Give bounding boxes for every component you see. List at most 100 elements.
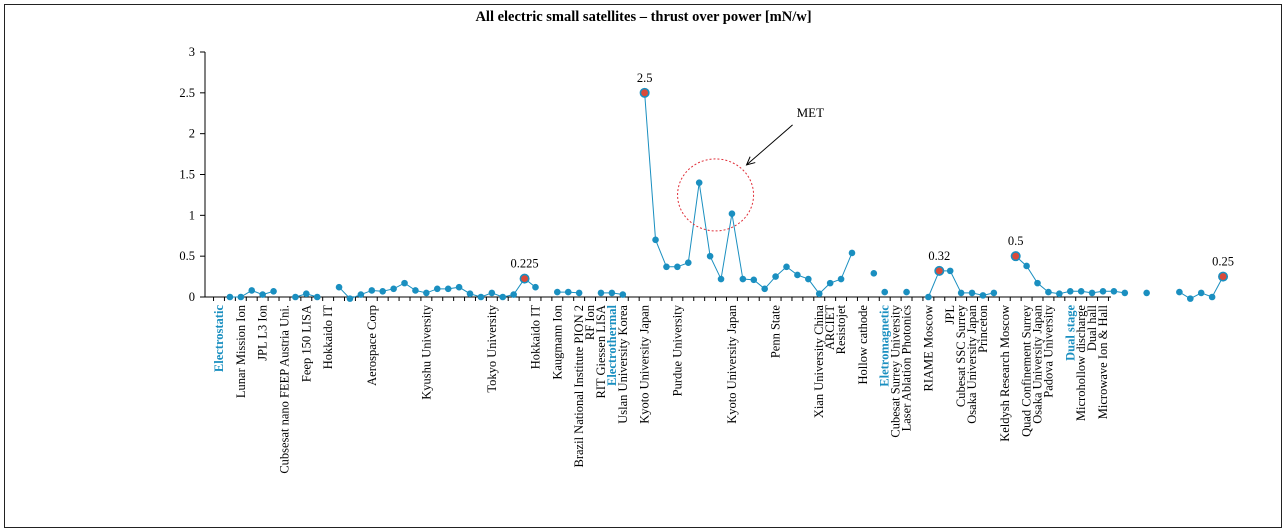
data-point bbox=[455, 283, 463, 291]
data-point bbox=[761, 285, 768, 293]
data-point bbox=[706, 252, 714, 260]
data-point bbox=[1187, 295, 1194, 302]
data-point bbox=[226, 293, 234, 301]
x-category-label: Purdue University bbox=[670, 304, 684, 396]
highlight-point bbox=[934, 265, 945, 276]
x-category-label: Microwave Ion & Hall bbox=[1096, 304, 1110, 419]
x-category-label: Resistojet bbox=[834, 304, 848, 354]
data-point bbox=[794, 271, 801, 279]
met-arrow-head bbox=[745, 156, 756, 166]
highlight-point bbox=[639, 87, 650, 98]
chart-border bbox=[4, 4, 1282, 528]
x-category-label: Padova University bbox=[1041, 304, 1055, 397]
data-point bbox=[1077, 287, 1085, 295]
x-category-label: Hokkaido IT bbox=[528, 305, 542, 370]
data-point bbox=[805, 275, 812, 283]
data-point bbox=[237, 293, 245, 301]
data-point bbox=[881, 288, 889, 296]
data-point bbox=[499, 293, 507, 301]
data-point bbox=[401, 279, 408, 287]
data-point bbox=[652, 236, 659, 244]
x-category-label: Kyoto University Japan bbox=[725, 304, 739, 423]
highlight-point bbox=[1010, 251, 1021, 262]
data-point bbox=[848, 249, 856, 257]
x-category-label: Penn State bbox=[769, 305, 783, 359]
data-point bbox=[728, 210, 736, 217]
x-group-label: Electrothermal bbox=[605, 304, 619, 386]
data-point bbox=[1121, 289, 1129, 297]
x-category-label: RIAME Moscow bbox=[921, 305, 935, 391]
data-point bbox=[968, 289, 976, 297]
x-category-label: JPL L3 Ion bbox=[256, 304, 270, 361]
data-point bbox=[1056, 290, 1063, 298]
x-category-label: Quad Confinement Surrey bbox=[1020, 304, 1034, 437]
x-category-label: Aerospace Corp bbox=[365, 305, 379, 386]
data-point bbox=[837, 275, 845, 283]
data-point bbox=[990, 289, 998, 297]
data-label: 0.25 bbox=[1212, 255, 1234, 269]
data-point bbox=[717, 275, 725, 283]
data-point bbox=[248, 287, 256, 294]
y-tick-label: 2 bbox=[189, 127, 195, 141]
data-point bbox=[1208, 293, 1216, 301]
data-point bbox=[532, 283, 539, 291]
data-point bbox=[433, 285, 441, 293]
highlight-point bbox=[1218, 271, 1229, 282]
data-point bbox=[270, 287, 277, 295]
data-point bbox=[466, 290, 474, 298]
data-point bbox=[608, 289, 616, 297]
x-group-label: Eletromagnetic bbox=[878, 305, 892, 387]
x-category-label: Microhollow discharge bbox=[1074, 305, 1088, 422]
x-category-label: Kyoto University Japan bbox=[638, 304, 652, 423]
x-category-label: RIT Giessen LISA bbox=[594, 305, 608, 399]
data-point bbox=[335, 283, 343, 291]
data-point bbox=[957, 289, 965, 297]
data-point bbox=[575, 289, 583, 297]
data-point bbox=[1066, 287, 1074, 295]
x-category-label: Osaka University Japan bbox=[1031, 304, 1045, 423]
data-point bbox=[750, 276, 758, 284]
y-tick-label: 2.5 bbox=[179, 86, 195, 100]
data-point bbox=[1110, 287, 1118, 295]
x-category-label: Kyushu University bbox=[419, 304, 433, 400]
data-point bbox=[1088, 289, 1096, 297]
x-category-label: Laser Ablation Photonics bbox=[900, 305, 914, 432]
data-point bbox=[815, 290, 823, 298]
data-point bbox=[1023, 262, 1030, 270]
data-label: 0.5 bbox=[1008, 234, 1024, 248]
x-category-label: Cubsesat nano FEEP Austria Uni. bbox=[277, 305, 291, 474]
data-point bbox=[739, 275, 747, 283]
data-point bbox=[826, 279, 834, 287]
x-group-label: Dual stage bbox=[1063, 305, 1077, 361]
x-category-label: Uslan University Korea bbox=[616, 305, 630, 424]
data-point bbox=[368, 287, 376, 294]
x-category-label: Hollow cathode bbox=[856, 305, 870, 385]
data-point bbox=[510, 291, 517, 298]
x-group-label: Electrostatic bbox=[212, 305, 226, 373]
data-point bbox=[870, 270, 878, 277]
data-point bbox=[1045, 288, 1052, 296]
x-category-label: Dual hall bbox=[1085, 304, 1099, 351]
data-point bbox=[554, 288, 561, 296]
data-point bbox=[1176, 288, 1183, 296]
data-point bbox=[597, 289, 605, 297]
chart-title: All electric small satellites – thrust o… bbox=[475, 9, 812, 25]
data-point bbox=[423, 289, 430, 297]
x-category-label: Osaka University Japan bbox=[965, 304, 979, 423]
data-point bbox=[444, 285, 452, 293]
x-category-label: Cubesat Surrey University bbox=[889, 304, 903, 437]
data-point bbox=[379, 287, 387, 295]
data-label: 0.225 bbox=[511, 257, 539, 271]
y-tick-label: 1.5 bbox=[179, 168, 195, 182]
data-point bbox=[1197, 289, 1205, 297]
x-category-label: Cubesat SSC Surrey bbox=[954, 304, 968, 407]
series-line bbox=[644, 92, 853, 295]
data-point bbox=[357, 291, 365, 298]
y-tick-label: 1 bbox=[189, 208, 195, 222]
data-point bbox=[390, 285, 397, 293]
met-label: MET bbox=[797, 105, 825, 120]
x-category-label: ARCIET bbox=[823, 305, 837, 351]
data-point bbox=[1099, 287, 1107, 295]
